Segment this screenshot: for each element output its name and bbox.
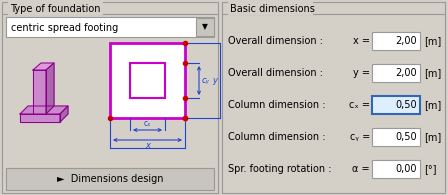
- Bar: [6, 17, 214, 37]
- Text: 0,00: 0,00: [396, 164, 417, 174]
- Polygon shape: [20, 114, 60, 122]
- Text: 2,00: 2,00: [396, 36, 417, 46]
- Bar: [228, 1, 313, 15]
- Bar: [372, 64, 420, 82]
- Bar: [8, 1, 103, 15]
- Text: cᵧ =: cᵧ =: [350, 132, 370, 142]
- Text: Basic dimensions: Basic dimensions: [230, 4, 315, 14]
- Bar: [372, 160, 420, 178]
- Text: α =: α =: [352, 164, 370, 174]
- Text: Type of foundation: Type of foundation: [10, 4, 101, 14]
- Text: Spr. footing rotation :: Spr. footing rotation :: [228, 164, 332, 174]
- Text: Column dimension :: Column dimension :: [228, 132, 325, 142]
- Text: ▼: ▼: [202, 22, 208, 32]
- Text: 0,50: 0,50: [396, 100, 417, 110]
- Text: cₓ: cₓ: [144, 119, 151, 128]
- Polygon shape: [33, 63, 54, 70]
- Bar: [372, 32, 420, 50]
- Text: 0,50: 0,50: [396, 132, 417, 142]
- Text: cᵧ: cᵧ: [202, 76, 210, 85]
- Text: cₓ =: cₓ =: [349, 100, 370, 110]
- Bar: [6, 168, 214, 190]
- Bar: [372, 128, 420, 146]
- Text: x =: x =: [353, 36, 370, 46]
- Polygon shape: [33, 70, 46, 114]
- Text: Overall dimension :: Overall dimension :: [228, 36, 323, 46]
- Text: x: x: [145, 141, 150, 150]
- Text: [m]: [m]: [424, 100, 441, 110]
- Bar: [2, 2, 218, 193]
- Bar: [196, 18, 214, 36]
- Polygon shape: [46, 63, 54, 114]
- Text: y =: y =: [353, 68, 370, 78]
- Text: Column dimension :: Column dimension :: [228, 100, 325, 110]
- Bar: [372, 96, 420, 114]
- Text: [m]: [m]: [424, 36, 441, 46]
- Text: centric spread footing: centric spread footing: [11, 23, 118, 33]
- Text: [°]: [°]: [424, 164, 437, 174]
- Text: 2,00: 2,00: [396, 68, 417, 78]
- Polygon shape: [60, 106, 68, 122]
- Bar: [110, 43, 185, 118]
- Polygon shape: [20, 106, 68, 114]
- Text: [m]: [m]: [424, 132, 441, 142]
- Text: [m]: [m]: [424, 68, 441, 78]
- Bar: [130, 63, 165, 98]
- Text: Overall dimension :: Overall dimension :: [228, 68, 323, 78]
- Text: ►  Dimensions design: ► Dimensions design: [57, 174, 163, 184]
- Bar: [222, 2, 445, 193]
- Text: y: y: [212, 76, 217, 85]
